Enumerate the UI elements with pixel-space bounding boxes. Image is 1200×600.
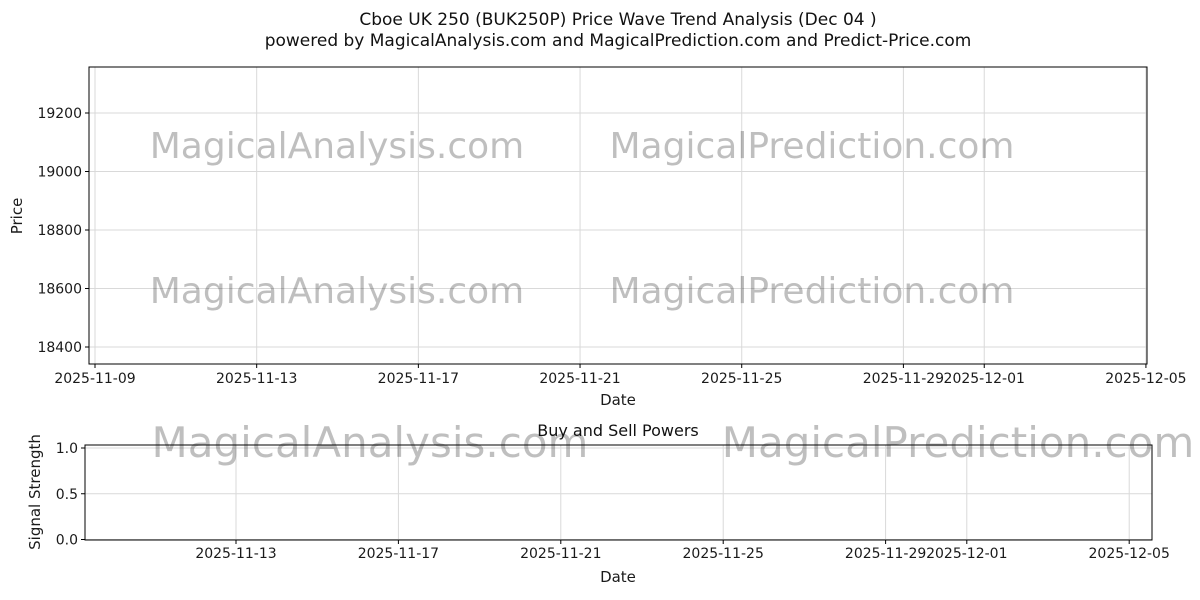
price-chart-ticks (85, 112, 1147, 368)
figure-title-line2: powered by MagicalAnalysis.com and Magic… (264, 31, 972, 51)
price-chart-tick-labels: 2025-11-09 2025-11-13 2025-11-17 2025-11-21… (37, 106, 1186, 387)
signal-strength-axis-label: Signal Strength (26, 434, 44, 550)
figure-title: Cboe UK 250 (BUK250P) Price Wave Trend A… (36, 10, 1200, 52)
watermark-magicalprediction: MagicalPrediction.com (722, 418, 1195, 467)
y-tick-label: 0.5 (56, 487, 78, 503)
y-tick-label: 0.0 (56, 533, 78, 549)
watermark-magicalanalysis: MagicalAnalysis.com (152, 418, 589, 467)
y-tick-label: 1.0 (56, 441, 78, 457)
buy-bar-segment (1032, 485, 1065, 540)
buy-bar-segment (1072, 473, 1105, 540)
blue-v-echo (439, 52, 964, 359)
watermark-magicalprediction: MagicalPrediction.com (610, 126, 1015, 167)
x-tick-label: 2025-11-21 (539, 371, 620, 387)
y-tick-label: 19200 (37, 106, 82, 122)
watermark-magicalprediction: MagicalPrediction.com (610, 271, 1015, 312)
x-tick-label: 2025-12-01 (944, 371, 1025, 387)
price-axis-label: Price (8, 198, 26, 235)
x-tick-label: 2025-12-05 (1105, 371, 1186, 387)
x-tick-label: 2025-11-29 (845, 546, 926, 562)
y-tick-label: 18800 (37, 223, 82, 239)
figure-title-line1: Cboe UK 250 (BUK250P) Price Wave Trend A… (359, 10, 877, 30)
signal-chart-tick-labels: 2025-11-13 2025-11-17 2025-11-21 2025-11-25… (56, 441, 1170, 562)
buy-bar-segment (139, 520, 172, 539)
signal-chart-spines (84, 444, 1153, 541)
buy-bar-segment (829, 463, 862, 540)
buy-bar-segment (179, 484, 212, 540)
x-tick-label: 2025-11-17 (358, 546, 439, 562)
signal-chart-ticks (81, 447, 1130, 544)
price-chart-grid (89, 67, 1147, 364)
x-tick-label: 2025-11-13 (195, 546, 276, 562)
date-axis-label-bottom: Date (600, 568, 636, 586)
olive-wedge (996, 255, 1146, 275)
x-tick-label: 2025-11-29 (863, 371, 944, 387)
buy-bar-segment (788, 478, 821, 539)
buy-bar-segment (504, 535, 537, 540)
watermark-magicalanalysis: MagicalAnalysis.com (150, 126, 524, 167)
date-axis-label-top: Date (600, 391, 636, 409)
x-tick-label: 2025-11-09 (54, 371, 135, 387)
buy-bar-segment (260, 525, 293, 540)
x-tick-label: 2025-11-21 (520, 546, 601, 562)
watermark-magicalanalysis: MagicalAnalysis.com (150, 271, 524, 312)
x-tick-label: 2025-11-25 (701, 371, 782, 387)
x-tick-label: 2025-11-17 (378, 371, 459, 387)
buy-bar-segment (991, 474, 1024, 540)
price-wave-bands (95, 52, 1146, 359)
price-chart-spines (88, 66, 1148, 365)
bar-chart-title: Buy and Sell Powers (537, 421, 699, 440)
y-tick-label: 19000 (37, 165, 82, 181)
y-tick-label: 18600 (37, 282, 82, 298)
buy-bar-segment (748, 496, 781, 540)
x-tick-label: 2025-12-01 (926, 546, 1007, 562)
watermarks-top: MagicalAnalysis.com MagicalPrediction.com… (150, 126, 1015, 312)
x-tick-label: 2025-11-13 (216, 371, 297, 387)
watermarks-bottom: MagicalAnalysis.com MagicalPrediction.com (152, 418, 1195, 467)
y-tick-label: 18400 (37, 340, 82, 356)
x-tick-label: 2025-12-05 (1089, 546, 1170, 562)
x-tick-label: 2025-11-25 (683, 546, 764, 562)
